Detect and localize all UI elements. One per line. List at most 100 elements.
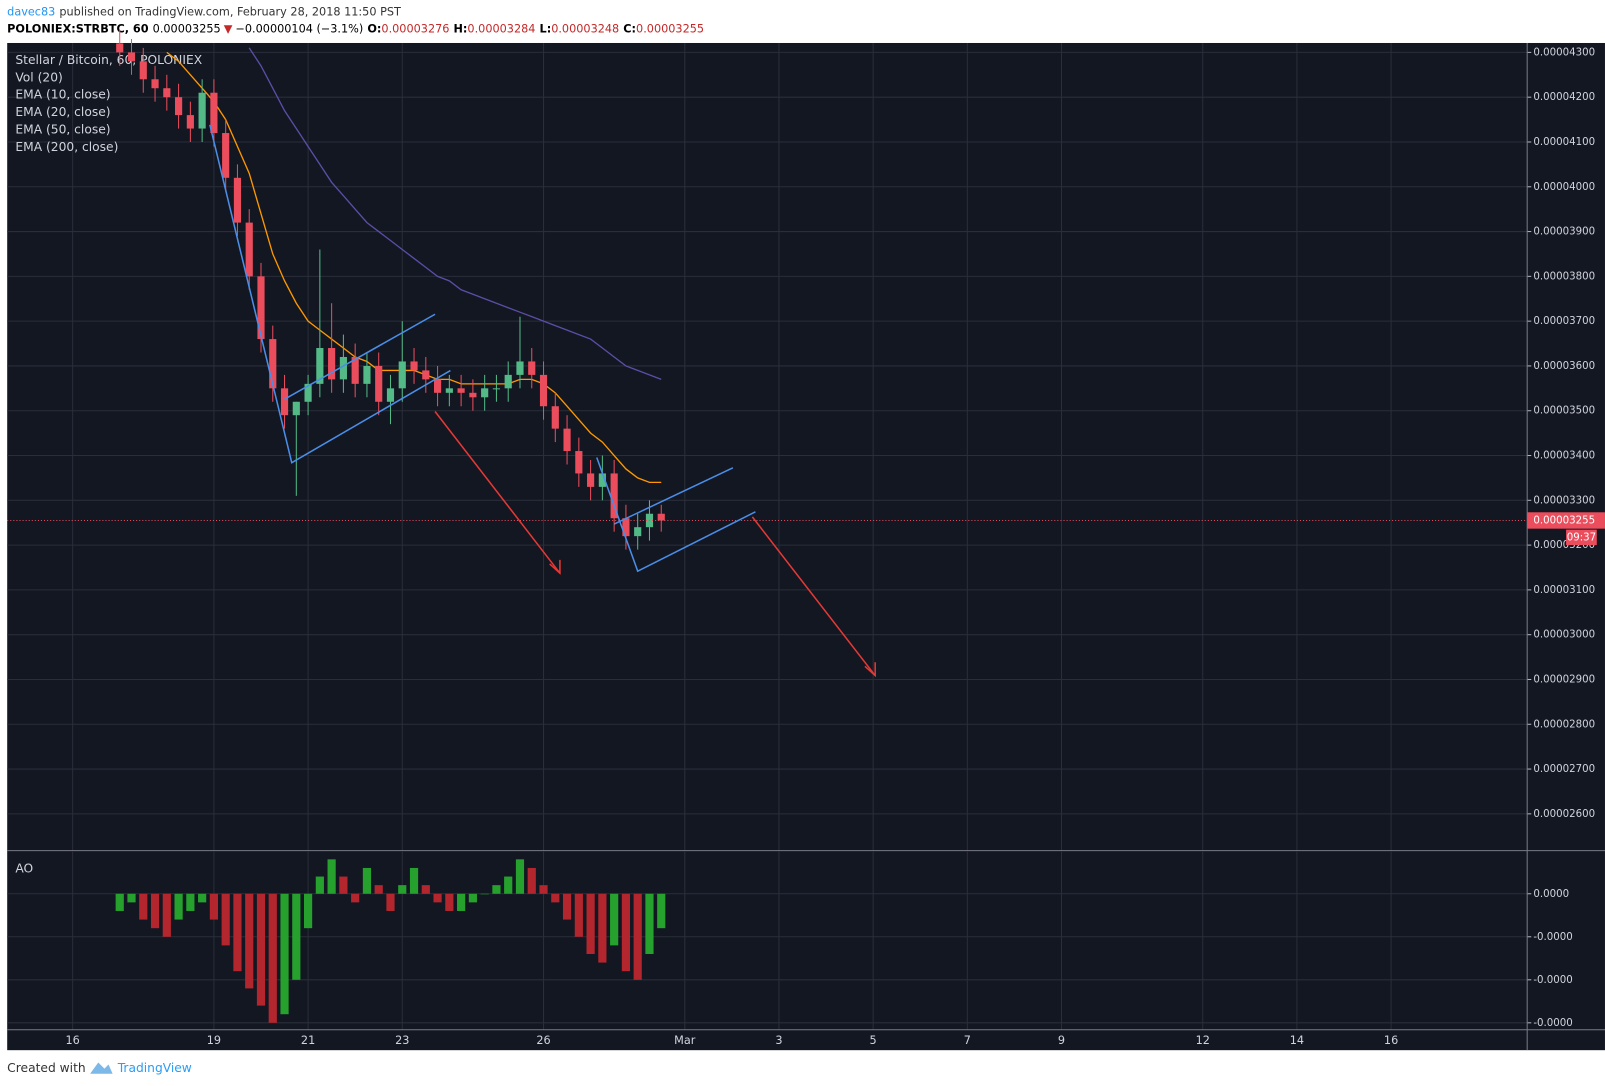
candle-body	[151, 79, 159, 89]
ao-bar	[598, 893, 607, 963]
symbol-line: POLONIEX:STRBTC, 60 0.00003255 ▼ −0.0000010…	[7, 23, 704, 36]
channel	[209, 124, 451, 464]
ao-bar	[480, 893, 489, 895]
price: 0.00003255	[153, 23, 221, 36]
ao-bar	[174, 893, 183, 920]
x-tick-label: 16	[65, 1034, 79, 1047]
legend-item: EMA (200, close)	[15, 140, 118, 154]
candle-body	[304, 383, 312, 402]
channel-line	[613, 467, 734, 525]
legend-item: EMA (10, close)	[15, 88, 110, 102]
ao-bar	[162, 893, 171, 937]
ao-bar	[150, 893, 160, 929]
candle-body	[245, 222, 253, 277]
y-tick-label: 0.00004200	[1533, 92, 1595, 103]
candle-body	[457, 388, 465, 393]
ao-bar	[562, 893, 572, 920]
candle-body	[469, 392, 477, 398]
ohlc-value: 0.00003276	[381, 23, 449, 36]
ohlc-key: L:	[540, 23, 552, 36]
candle-body	[622, 518, 630, 537]
ohlc-value: 0.00003255	[636, 23, 704, 36]
candle-body	[280, 388, 289, 416]
ao-bar	[621, 893, 631, 972]
x-tick-label: 9	[1058, 1034, 1065, 1047]
x-tick-label: 14	[1290, 1034, 1304, 1047]
countdown: 09:37	[1567, 532, 1596, 543]
candle-body	[587, 473, 595, 487]
candle-body	[186, 115, 194, 129]
candle-body	[422, 370, 430, 380]
y-tick-label: -0.0000	[1533, 1018, 1572, 1029]
ao-bar	[315, 876, 324, 894]
ao-bar	[362, 867, 372, 894]
ao-bar	[186, 893, 195, 911]
candle-body	[127, 52, 136, 62]
ao-bar	[256, 893, 266, 1006]
candle-body	[269, 339, 277, 389]
y-tick-label: 0.00004000	[1533, 182, 1595, 193]
ohlc-key: O:	[367, 23, 381, 36]
footer-brand[interactable]: TradingView	[117, 1061, 192, 1075]
ao-bar	[657, 893, 666, 929]
ao-bar	[527, 867, 536, 894]
ao-bar	[245, 893, 254, 989]
legend-item: EMA (50, close)	[15, 122, 110, 136]
y-tick-label: 0.00003400	[1533, 451, 1595, 462]
ohlc-key: C:	[623, 23, 636, 36]
y-tick-label: 0.00003800	[1533, 271, 1595, 282]
y-tick-label: 0.00003000	[1533, 630, 1595, 641]
chart-bg	[7, 42, 1605, 1051]
y-tick-label: -0.0000	[1533, 932, 1572, 943]
pane-title: Stellar / Bitcoin, 60, POLONIEX	[15, 53, 202, 67]
candle-body	[163, 88, 171, 98]
candle-body	[398, 361, 406, 389]
candle-body	[528, 361, 536, 375]
candle-body	[657, 513, 665, 521]
y-tick-label: 0.00004300	[1533, 47, 1595, 58]
arrow: ▼	[224, 23, 233, 36]
y-tick-label: 0.00003500	[1533, 406, 1595, 417]
ao-bar	[351, 893, 360, 903]
published: published on TradingView.com, February 2…	[59, 5, 401, 18]
candle-body	[116, 43, 124, 53]
ao-bar	[445, 893, 454, 911]
candle-body	[575, 451, 583, 474]
ema-line	[248, 47, 662, 380]
ao-bar	[386, 893, 395, 911]
plot: 16 19 21 23 26 Mar 3 5 7 9 12 14 16 0.00004300 0.00004…	[7, 30, 1605, 1051]
ao-bar	[292, 893, 301, 980]
ao-bar	[139, 893, 148, 920]
x-tick-label: 19	[207, 1034, 221, 1047]
y-tick-label: 0.00003200	[1533, 540, 1595, 551]
pane-title: AO	[15, 862, 33, 876]
x-tick-label: 23	[395, 1034, 409, 1047]
channel	[596, 457, 756, 573]
ao-bar	[433, 893, 442, 903]
footer-created: Created with	[7, 1061, 85, 1075]
ao-bar	[303, 893, 313, 929]
y-tick-label: 0.00003700	[1533, 316, 1595, 327]
ao-bar	[115, 893, 124, 911]
ao-bar	[645, 893, 654, 954]
ao-bar	[339, 876, 348, 894]
ao-bar	[280, 893, 289, 1015]
user[interactable]: davec83	[7, 5, 55, 18]
candle-body	[410, 361, 418, 371]
ao-bar	[457, 893, 466, 911]
candle-body	[363, 365, 371, 384]
candle-body	[386, 388, 395, 402]
x-tick-label: 26	[536, 1034, 550, 1047]
ao-bar	[515, 859, 525, 894]
x-tick-label: 16	[1384, 1034, 1398, 1047]
ohlc-value: 0.00003284	[467, 23, 535, 36]
ao-bar	[409, 867, 419, 894]
arrow-head	[864, 662, 876, 678]
ao-bar	[504, 876, 513, 894]
candle-body	[516, 361, 524, 375]
y-tick-label: -0.0000	[1533, 975, 1572, 986]
change: −0.00000104 (−3.1%)	[235, 23, 363, 36]
ao-bar	[539, 885, 548, 894]
ao-bar	[551, 893, 560, 903]
